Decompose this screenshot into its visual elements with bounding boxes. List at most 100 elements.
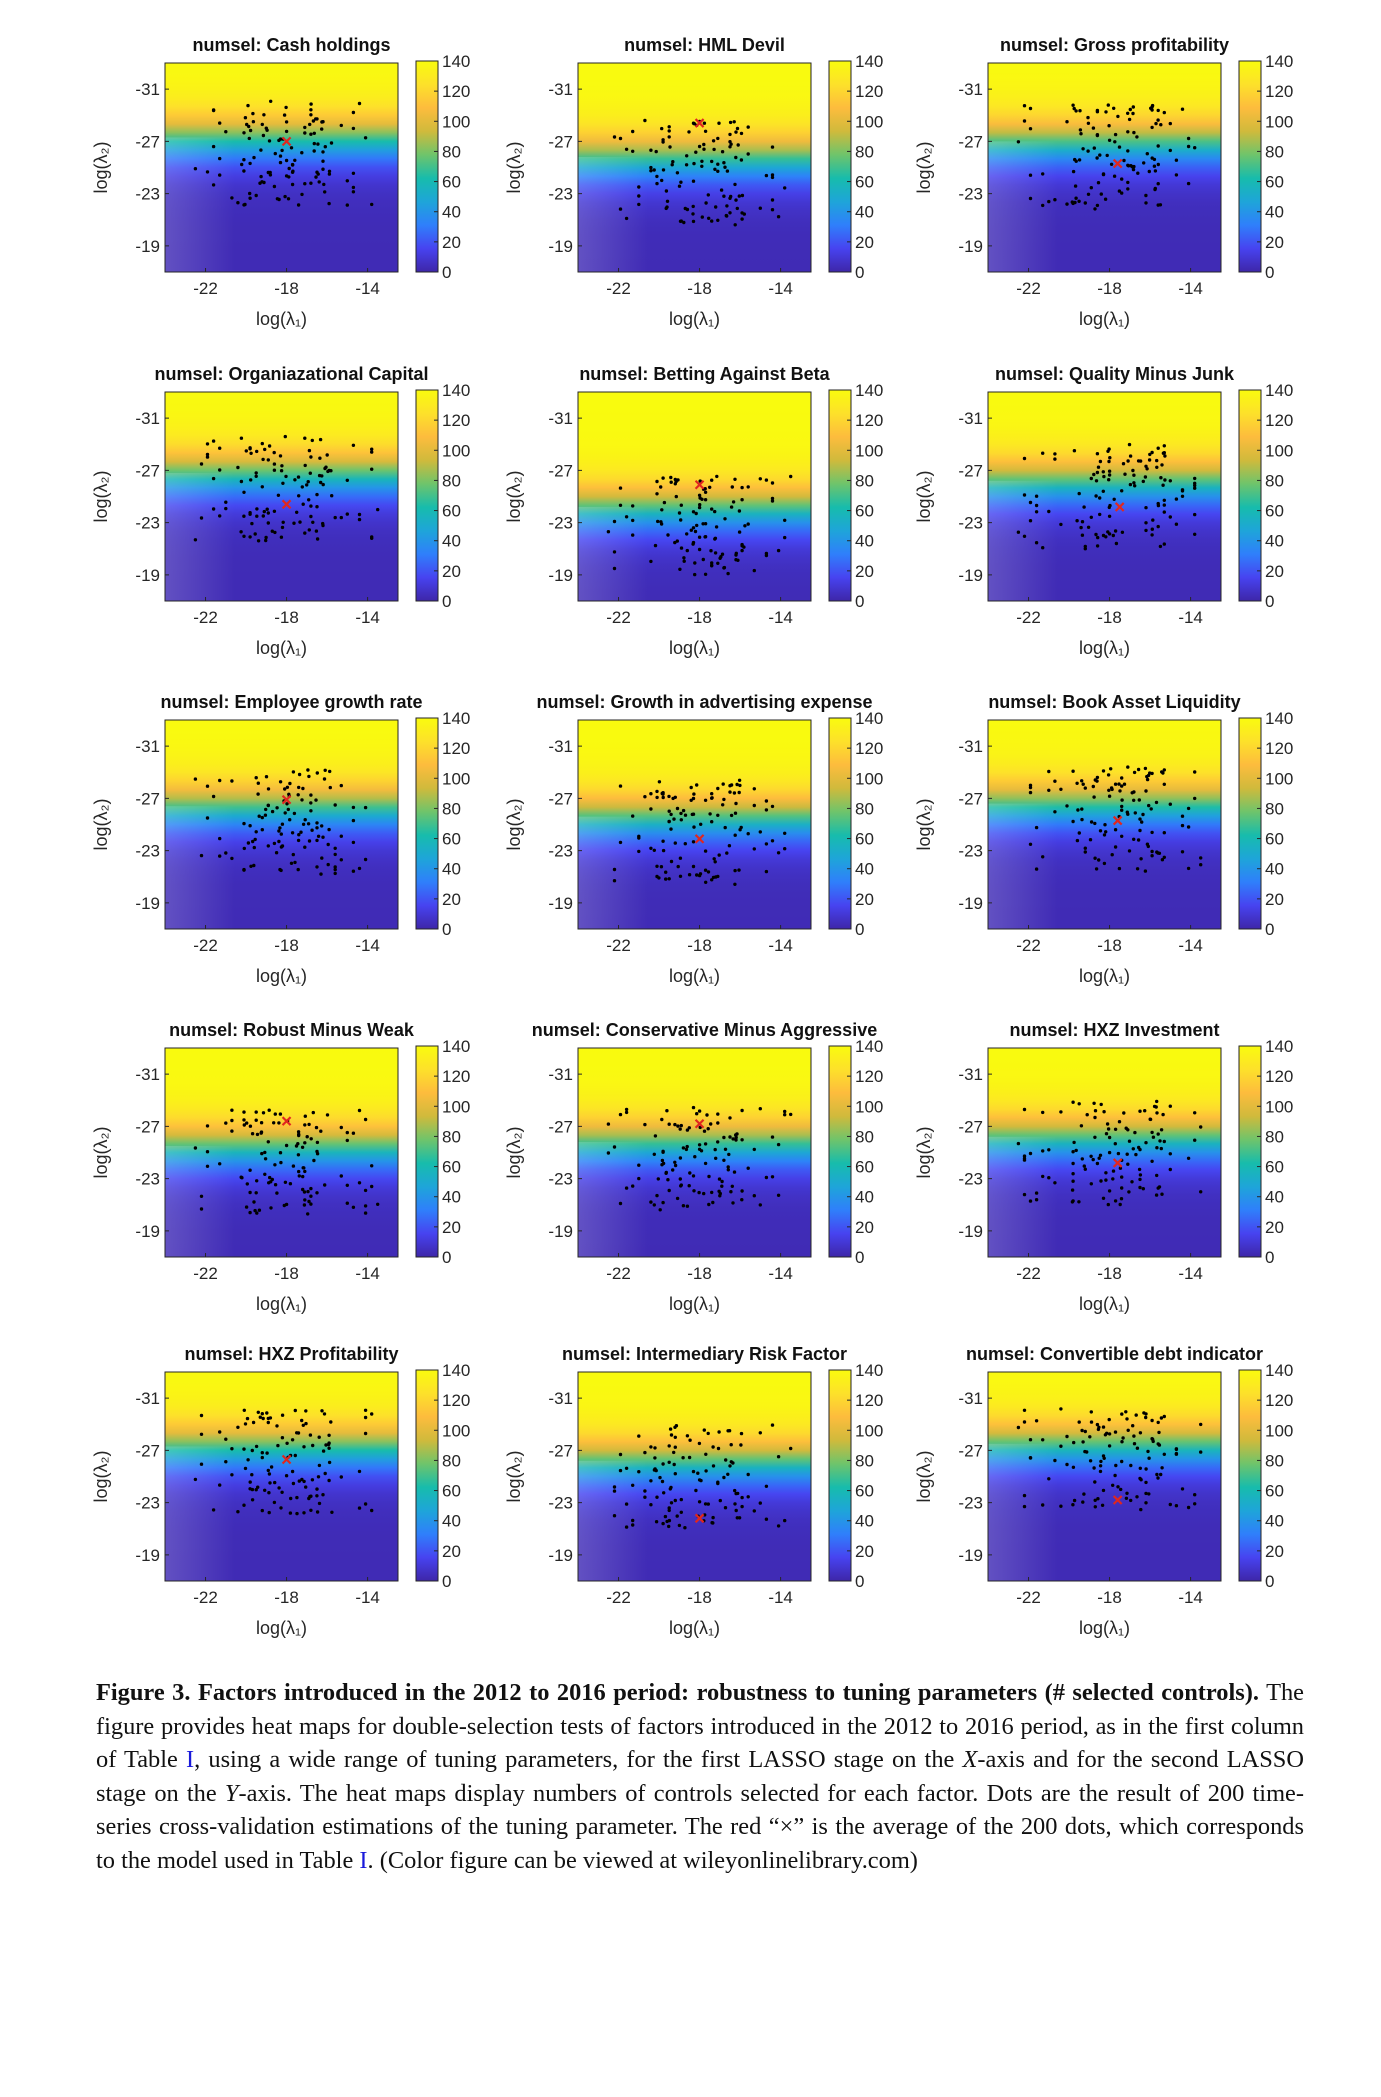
colorbar [1238,717,1262,930]
cv-dot [320,474,324,478]
cv-dot [637,1434,641,1438]
cv-dot [696,1471,700,1475]
cv-dot [679,1184,683,1188]
cv-dot [697,1441,702,1446]
cv-dot [1016,530,1021,534]
cv-dot [618,207,623,211]
cv-dot [1126,1162,1130,1166]
cv-dot [250,1498,255,1502]
cv-dot [260,1508,264,1513]
cv-dot [1111,1169,1116,1173]
cv-dot [1083,846,1088,850]
cv-dot [293,1453,297,1458]
cv-dot [205,816,210,820]
x-axis-label: log(λ₁) [256,966,307,986]
cv-dot [1059,1504,1063,1508]
cv-dot [1102,833,1107,837]
x-tick-label: -22 [1016,936,1041,955]
cv-dot [1193,796,1197,801]
y-axis-label: log(λ₂) [504,1451,524,1503]
colorbar-tick-label: 0 [442,263,451,282]
x-tick-label: -22 [1016,1264,1041,1283]
colorbar-tick-label: 60 [442,173,461,192]
cv-dot [1053,457,1057,461]
colorbar-tick-label: 0 [855,263,864,282]
cv-dot [1041,855,1045,859]
cv-dot [708,485,712,489]
cv-dot [1022,104,1027,108]
cv-dot [662,500,667,505]
cv-dot [242,169,246,173]
cv-dot [711,1515,715,1520]
cv-dot [726,1168,730,1172]
cv-dot [1095,452,1100,456]
cv-dot [320,1409,324,1413]
cv-dot [1086,121,1091,126]
y-tick-label: -31 [548,737,573,756]
cv-dot [351,805,356,810]
cv-dot [660,1479,665,1484]
cv-dot [728,790,732,794]
cv-dot [683,1526,687,1530]
cv-dot [309,132,313,136]
cv-dot [689,798,693,802]
cv-dot [1199,856,1203,860]
cv-dot [1139,857,1143,861]
cv-dot [1093,1505,1098,1509]
cv-dot [1160,1466,1164,1470]
cv-dot [1081,782,1085,786]
cv-dot [279,832,283,836]
average-marker [1114,502,1125,512]
cv-dot [1097,858,1101,862]
cv-dot [260,441,264,446]
y-tick-label: -19 [135,894,160,913]
cv-dot [1127,849,1132,853]
y-tick-label: -31 [548,409,573,428]
cv-dot [252,863,256,868]
cv-dot [272,468,277,472]
cv-dot [1105,1431,1109,1436]
cv-dot [661,140,665,144]
y-tick-label: -31 [958,80,983,99]
cv-dot [1080,817,1084,822]
cv-dot [1065,804,1069,808]
cv-dot [1077,1420,1081,1424]
x-axis-label: log(λ₁) [669,966,720,986]
cv-dot [284,158,289,163]
cv-dot [286,807,290,812]
cv-dot [723,825,727,830]
cv-dot [690,812,694,817]
cv-dot [1107,1150,1112,1155]
axes-frame [164,391,399,602]
cv-dot [1193,146,1197,150]
table-link-1[interactable]: I [186,1746,195,1773]
table-link-2[interactable]: I [359,1846,368,1874]
colorbar-tick-label: 120 [1265,82,1293,101]
cv-dot [1078,109,1082,113]
cv-dot [1152,164,1157,168]
cv-dot [1059,1110,1063,1114]
cv-dot [1089,820,1094,824]
cv-dot [218,156,222,161]
cv-dot [661,1200,665,1205]
cv-dot [314,117,318,121]
cv-dot [776,1524,781,1528]
cv-dot [739,1443,743,1447]
cv-dot [1094,867,1099,871]
cv-dot [659,520,663,524]
cv-dot [303,1169,307,1174]
x-tick-label: -22 [606,608,631,627]
cv-dot [1126,130,1130,134]
cv-dot [280,525,285,530]
cv-dot [666,533,670,537]
y-axis-label: log(λ₂) [91,471,111,523]
cv-dot [672,1450,676,1455]
colorbar-tick-label: 0 [442,920,451,939]
cv-dot [255,507,259,511]
cv-dot [1028,1151,1033,1156]
cv-dot [274,851,279,855]
cv-dot [1095,1422,1100,1427]
cv-dot [1159,1472,1163,1477]
cv-dot [1193,532,1197,536]
colorbar-tick-label: 100 [855,441,883,460]
